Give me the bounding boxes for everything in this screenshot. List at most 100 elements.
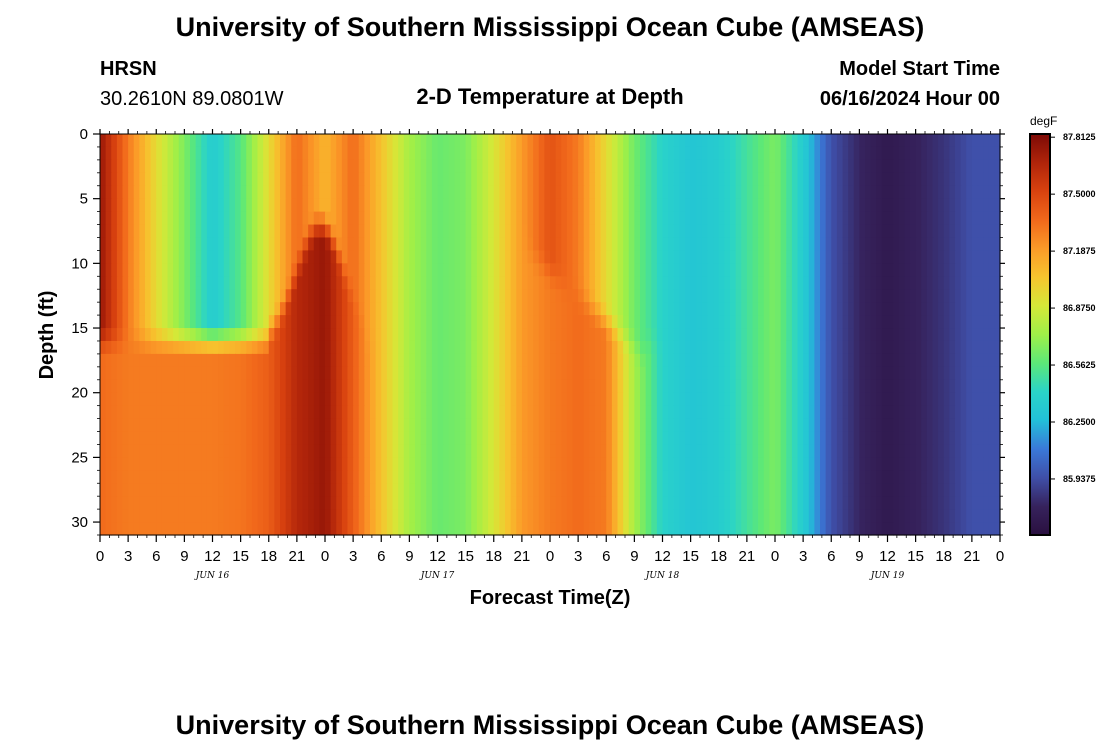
heatmap-cell <box>561 353 568 368</box>
heatmap-cell <box>263 237 270 252</box>
heatmap-cell <box>932 263 939 277</box>
heatmap-cell <box>960 315 967 329</box>
heatmap-cell <box>330 457 337 471</box>
heatmap-cell <box>746 328 754 342</box>
heatmap-cell <box>533 366 540 381</box>
heatmap-cell <box>313 470 320 484</box>
heatmap-cell <box>701 483 709 497</box>
heatmap-cell <box>836 134 844 148</box>
heatmap-cell <box>201 237 208 252</box>
heatmap-cell <box>505 237 512 252</box>
heatmap-cell <box>572 276 579 290</box>
heatmap-cell <box>893 418 900 433</box>
heatmap-cell <box>128 146 135 161</box>
heatmap-cell <box>977 496 984 510</box>
heatmap-cell <box>499 159 506 174</box>
heatmap-cell <box>921 250 928 264</box>
heatmap-cell <box>758 392 765 407</box>
heatmap-cell <box>386 353 394 368</box>
heatmap-cell <box>853 522 860 536</box>
heatmap-cell <box>938 353 945 368</box>
heatmap-cell <box>145 302 152 316</box>
heatmap-cell <box>915 405 922 420</box>
heatmap-cell <box>690 522 697 536</box>
heatmap-cell <box>437 418 444 433</box>
heatmap-cell <box>206 353 214 368</box>
heatmap-cell <box>319 211 326 226</box>
heatmap-cell <box>212 379 219 394</box>
heatmap-cell <box>893 405 900 420</box>
heatmap-cell <box>420 289 427 303</box>
heatmap-cell <box>128 522 135 536</box>
heatmap-cell <box>566 328 574 342</box>
heatmap-cell <box>842 211 849 226</box>
heatmap-cell <box>977 289 984 303</box>
heatmap-cell <box>161 224 169 239</box>
heatmap-cell <box>617 276 624 290</box>
heatmap-cell <box>786 172 793 187</box>
heatmap-cell <box>285 522 292 536</box>
heatmap-cell <box>595 522 602 536</box>
heatmap-cell <box>460 185 467 200</box>
heatmap-cell <box>173 328 180 342</box>
heatmap-cell <box>150 496 157 510</box>
heatmap-cell <box>595 289 602 303</box>
heatmap-cell <box>364 224 371 239</box>
heatmap-cell <box>443 276 450 290</box>
heatmap-cell <box>938 496 945 510</box>
heatmap-cell <box>291 509 298 523</box>
heatmap-cell <box>797 418 804 433</box>
heatmap-cell <box>949 302 956 316</box>
heatmap-cell <box>100 211 107 226</box>
heatmap-cell <box>128 315 135 329</box>
heatmap-cell <box>398 470 405 484</box>
heatmap-cell <box>139 237 146 252</box>
heatmap-cell <box>791 496 799 510</box>
heatmap-cell <box>251 237 259 252</box>
heatmap-cell <box>111 315 118 329</box>
heatmap-cell <box>640 302 647 316</box>
heatmap-cell <box>195 496 202 510</box>
heatmap-cell <box>443 289 450 303</box>
heatmap-cell <box>499 379 506 394</box>
heatmap-cell <box>122 340 129 355</box>
heatmap-cell <box>533 418 540 433</box>
heatmap-cell <box>145 172 152 187</box>
heatmap-cell <box>347 405 354 420</box>
heatmap-cell <box>263 185 270 200</box>
heatmap-cell <box>116 302 124 316</box>
heatmap-cell <box>415 250 422 264</box>
heatmap-cell <box>201 302 208 316</box>
heatmap-cell <box>122 211 129 226</box>
heatmap-cell <box>656 263 664 277</box>
heatmap-cell <box>392 172 399 187</box>
heatmap-cell <box>746 444 754 458</box>
heatmap-cell <box>358 470 365 484</box>
heatmap-cell <box>656 134 664 148</box>
heatmap-cell <box>898 159 905 174</box>
heatmap-cell <box>988 366 995 381</box>
heatmap-cell <box>881 483 889 497</box>
heatmap-cell <box>623 353 630 368</box>
heatmap-cell <box>555 159 562 174</box>
heatmap-cell <box>184 172 191 187</box>
heatmap-cell <box>971 134 979 148</box>
heatmap-cell <box>319 198 326 213</box>
heatmap-cell <box>111 457 118 471</box>
heatmap-cell <box>443 522 450 536</box>
heatmap-cell <box>100 496 107 510</box>
heatmap-cell <box>955 470 962 484</box>
heatmap-cell <box>583 172 590 187</box>
heatmap-cell <box>381 185 388 200</box>
heatmap-cell <box>701 172 709 187</box>
heatmap-cell <box>116 457 124 471</box>
heatmap-cell <box>769 250 776 264</box>
heatmap-cell <box>797 353 804 368</box>
heatmap-cell <box>679 276 686 290</box>
heatmap-cell <box>735 392 742 407</box>
heatmap-cell <box>308 353 315 368</box>
heatmap-cell <box>122 159 129 174</box>
heatmap-cell <box>994 522 1001 536</box>
heatmap-cell <box>910 237 917 252</box>
heatmap-cell <box>780 134 787 148</box>
